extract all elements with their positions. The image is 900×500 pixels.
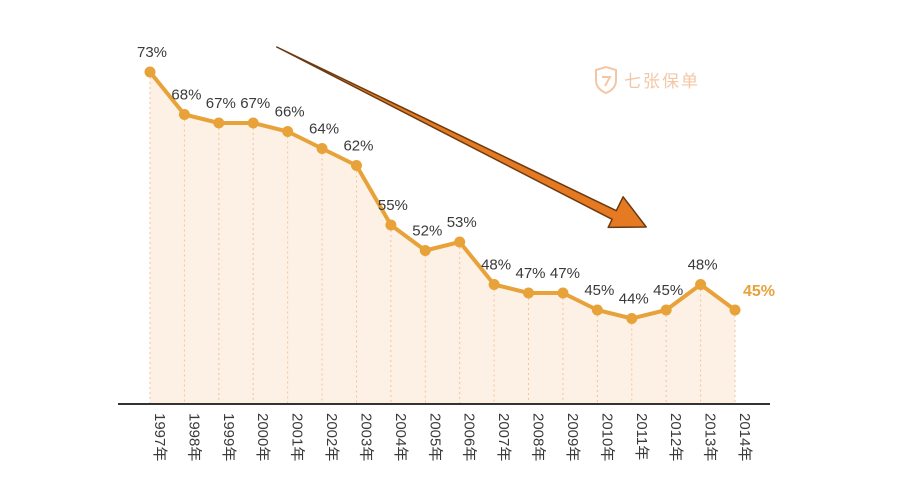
data-point [695,279,707,290]
data-point [729,304,741,316]
x-tick-label: 2003年 [357,413,374,461]
data-point [523,287,535,299]
x-tick-label: 1998年 [185,413,202,461]
shield-icon [595,65,617,95]
x-tick-label: 2013年 [702,413,719,461]
data-label: 62% [343,138,373,155]
data-point [282,126,294,137]
x-tick-label: 2001年 [289,413,306,461]
x-tick-label: 2011年 [633,413,650,460]
data-label: 64% [309,121,339,138]
data-label: 48% [481,257,511,274]
data-labels: 73%68% 67% 67% 66%64%62%55%52% 53%48% 47% 47%4… [137,44,775,308]
x-tick-labels: 1997年 1998年 1999年 2000年 2001年 2002年 2003年 2004年… [151,413,753,461]
data-label: 53% [447,214,477,231]
series-line [148,70,737,321]
data-label: 66% [275,104,305,121]
x-tick-label: 1999年 [220,413,237,461]
data-label: 47% [516,265,546,282]
drop-lines [149,72,736,404]
data-label: 67% [206,95,236,112]
data-label: 47% [550,265,580,282]
x-tick-label: 2005年 [426,413,443,461]
data-point [350,160,362,171]
data-label: 68% [171,87,201,104]
trend-arrow [276,46,647,229]
watermark: 七张保单 [595,65,700,95]
data-label: 44% [619,291,649,308]
x-tick-label: 2007年 [495,413,512,461]
data-point [385,219,397,231]
x-tick-label: 2009年 [564,413,581,461]
data-point [488,279,500,290]
data-points [144,66,741,324]
data-point [591,304,603,316]
x-tick-label: 2008年 [530,413,547,461]
watermark-text: 七张保单 [624,72,700,92]
x-tick-label: 2004年 [392,413,409,461]
x-tick-label: 2002年 [323,413,340,461]
data-point [626,313,638,324]
x-tick-label: 2000年 [254,413,271,461]
data-label: 45% [653,282,683,299]
data-label: 52% [412,223,442,240]
data-point [454,236,466,248]
x-tick-label: 2014年 [736,413,753,461]
data-label: 73% [137,44,167,61]
data-point [144,66,156,78]
area-fill [150,72,735,404]
data-point [247,117,259,129]
data-point [419,245,431,256]
data-point [316,143,328,154]
data-point [213,117,225,129]
data-point [557,287,569,299]
x-tick-label: 2010年 [598,413,615,461]
x-tick-label: 2006年 [461,413,478,461]
data-label: 48% [688,257,718,274]
data-label: 55% [378,197,408,214]
data-label: 45% [584,282,614,299]
data-label: 67% [240,95,270,112]
data-point [178,109,190,120]
data-label: 45% [743,283,775,300]
x-tick-label: 1997年 [151,413,168,461]
x-tick-label: 2012年 [667,413,684,461]
data-point [660,304,672,316]
